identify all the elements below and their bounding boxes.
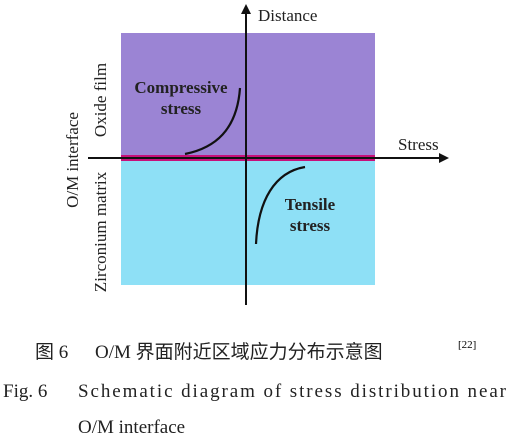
caption-text: O/M 界面附近区域应力分布示意图 xyxy=(95,341,383,363)
caption-ref: [22] xyxy=(458,339,476,351)
annotation: stress xyxy=(290,216,331,235)
caption-number: 图 6 xyxy=(35,342,68,363)
region-label: Oxide film xyxy=(91,63,110,137)
annotation: Compressive xyxy=(134,78,228,97)
caption-text: Schematic diagram of stress distribution… xyxy=(78,381,507,402)
caption-text: O/M interface xyxy=(78,417,185,438)
region-label: Zirconium matrix xyxy=(91,171,110,292)
annotation: Tensile xyxy=(285,195,336,214)
region-label: O/M interface xyxy=(63,112,82,208)
tensile-curve xyxy=(254,165,306,245)
y-axis-label: Distance xyxy=(258,6,317,25)
caption-number: Fig. 6 xyxy=(3,381,47,402)
compressive-curve xyxy=(184,87,242,156)
matrix-region xyxy=(121,160,375,285)
oxide-region xyxy=(121,33,375,158)
x-axis-label: Stress xyxy=(398,135,439,154)
annotation: stress xyxy=(161,99,202,118)
